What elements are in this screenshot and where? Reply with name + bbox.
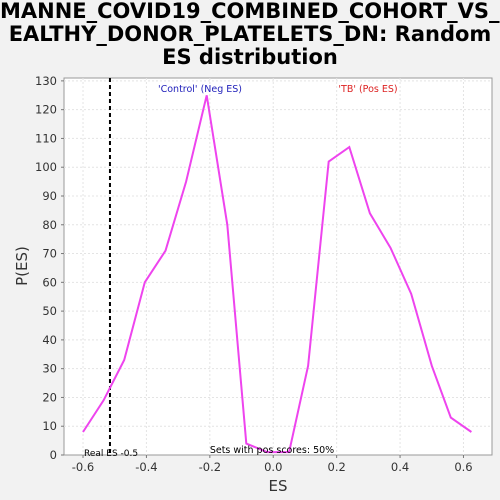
y-tick-label: 10 bbox=[42, 419, 57, 433]
y-tick-label: 0 bbox=[50, 448, 57, 462]
chart-title: MANNE_COVID19_COMBINED_COHORT_VS_H EALTH… bbox=[0, 0, 500, 69]
y-tick-label: 20 bbox=[42, 390, 57, 404]
y-tick-label: 110 bbox=[35, 131, 57, 145]
y-tick-label: 40 bbox=[42, 333, 57, 347]
y-tick-label: 70 bbox=[42, 247, 57, 261]
x-tick-label: 0.4 bbox=[391, 460, 409, 474]
y-axis-label: P(ES) bbox=[13, 246, 31, 286]
x-axis-ticks: -0.6 -0.4 -0.2 0.0 0.2 0.4 0.6 bbox=[72, 455, 473, 474]
series-line bbox=[82, 95, 472, 454]
chart-title-line-1: MANNE_COVID19_COMBINED_COHORT_VS_H bbox=[0, 0, 500, 23]
x-tick-label: 0.6 bbox=[454, 460, 472, 474]
y-tick-label: 80 bbox=[42, 218, 57, 232]
chart-title-line-2: EALTHY_DONOR_PLATELETS_DN: Random bbox=[8, 22, 492, 46]
x-axis-label: ES bbox=[269, 477, 288, 495]
plot-area bbox=[63, 77, 493, 456]
neg-es-label: 'Control' (Neg ES) bbox=[158, 84, 242, 95]
pos-es-label: 'TB' (Pos ES) bbox=[338, 84, 397, 95]
x-tick-label: -0.2 bbox=[199, 460, 221, 474]
y-tick-label: 120 bbox=[35, 103, 57, 117]
y-tick-label: 30 bbox=[42, 362, 57, 376]
y-tick-label: 60 bbox=[42, 275, 57, 289]
pos-scores-note: Sets with pos scores: 50% bbox=[210, 445, 334, 456]
x-tick-label: -0.4 bbox=[135, 460, 157, 474]
grid bbox=[64, 78, 492, 455]
y-axis-ticks: 0 10 20 30 40 50 60 70 80 90 100 110 120 130 bbox=[35, 74, 64, 462]
y-tick-label: 90 bbox=[42, 189, 57, 203]
real-es-label: Real ES -0.5 bbox=[84, 449, 138, 459]
x-tick-label: 0.0 bbox=[264, 460, 282, 474]
x-tick-label: -0.6 bbox=[72, 460, 94, 474]
y-tick-label: 130 bbox=[35, 74, 57, 88]
y-tick-label: 100 bbox=[35, 160, 57, 174]
x-tick-label: 0.2 bbox=[328, 460, 346, 474]
chart-title-line-3: ES distribution bbox=[162, 45, 338, 69]
y-tick-label: 50 bbox=[42, 304, 57, 318]
